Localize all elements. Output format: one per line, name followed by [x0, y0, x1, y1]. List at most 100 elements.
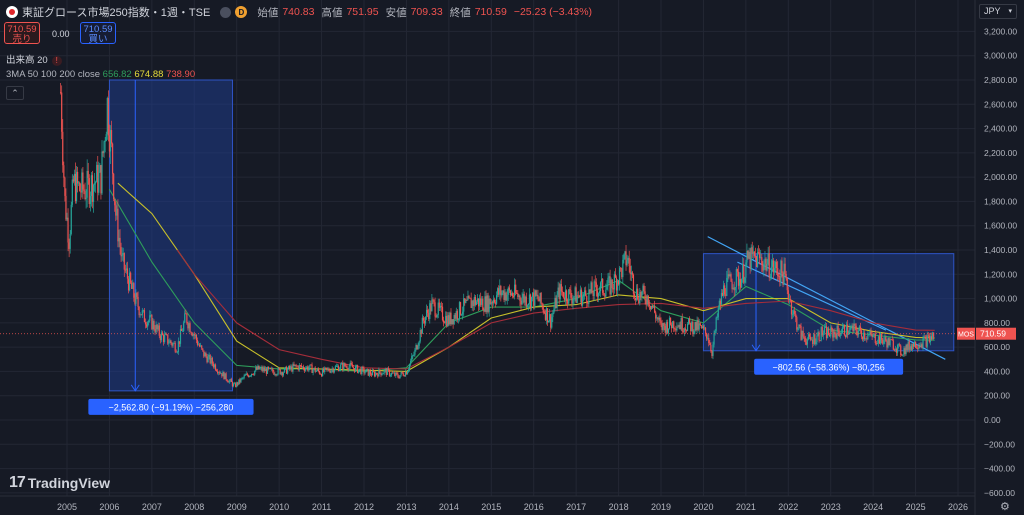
candle-body	[260, 367, 262, 369]
candle-body	[702, 326, 705, 329]
candle-body	[204, 353, 206, 357]
volume-indicator[interactable]: 出来高 20!	[6, 52, 62, 66]
candle-body	[447, 315, 449, 327]
candle-body	[599, 282, 602, 292]
candle-body	[854, 323, 856, 326]
candle-body	[718, 300, 720, 308]
measure-box[interactable]	[702, 253, 955, 352]
candle-body	[903, 348, 905, 355]
sell-label: 売り	[12, 34, 32, 45]
x-tick-label: 2013	[396, 502, 416, 512]
trendline[interactable]	[737, 261, 887, 331]
candle-body	[658, 317, 660, 320]
candle-body	[929, 336, 932, 342]
volume-label: 出来高 20	[6, 55, 48, 66]
chevron-up-icon[interactable]: ⌃	[6, 86, 24, 100]
candle-body	[466, 300, 468, 301]
candle-body	[411, 356, 413, 361]
candle-body	[524, 296, 526, 303]
error-icon[interactable]: !	[51, 56, 62, 66]
candle-body	[624, 251, 626, 255]
candle-body	[381, 374, 383, 376]
candle-body	[553, 309, 555, 314]
candle-body	[409, 364, 411, 370]
ma-indicator[interactable]: 3MA 50 100 200 close 656.82 674.88 738.9…	[6, 69, 195, 80]
candle-body	[482, 298, 484, 310]
candle-body	[534, 290, 536, 306]
price-axis[interactable]	[975, 0, 1024, 515]
candle-body	[863, 332, 865, 340]
candle-body	[91, 175, 94, 202]
candle-body	[295, 364, 297, 366]
candle-body	[245, 373, 247, 375]
candle-body	[574, 287, 576, 297]
x-tick-label: 2026	[948, 502, 968, 512]
candle-body	[859, 326, 862, 331]
candle-body	[850, 327, 852, 329]
candle-body	[328, 368, 330, 372]
candle-body	[366, 369, 368, 370]
candle-body	[358, 369, 360, 373]
candle-body	[188, 323, 190, 329]
candle-body	[564, 290, 567, 300]
candle-body	[400, 372, 402, 376]
measure-box[interactable]	[108, 79, 233, 392]
candle-body	[284, 366, 287, 369]
delayed-data-badge[interactable]: D	[235, 6, 248, 18]
candle-body	[197, 344, 200, 346]
candle-body	[492, 299, 495, 304]
candle-body	[100, 165, 102, 194]
candle-body	[282, 372, 284, 376]
candle-body	[337, 366, 340, 371]
candle-body	[475, 301, 478, 305]
candle-body	[319, 373, 322, 375]
market-status-icon[interactable]	[220, 6, 232, 18]
candle-body	[868, 334, 870, 336]
candle-body	[922, 338, 924, 348]
candle-body	[274, 374, 276, 376]
candle-body	[298, 365, 300, 370]
candle-body	[291, 366, 293, 372]
candle-body	[480, 298, 482, 305]
candle-body	[790, 300, 793, 315]
candle-body	[520, 300, 522, 305]
candle-body	[85, 197, 87, 200]
candle-body	[836, 325, 838, 339]
candle-body	[676, 326, 678, 331]
sell-button[interactable]: 710.59 売り	[4, 22, 40, 45]
candle-body	[782, 272, 784, 285]
candle-body	[490, 302, 492, 305]
x-tick-label: 2022	[778, 502, 798, 512]
currency-selector[interactable]: ▾ JPY	[979, 4, 1017, 19]
candle-body	[365, 369, 367, 373]
ma100-value: 674.88	[134, 69, 164, 80]
candle-body	[451, 319, 453, 325]
symbol-title[interactable]: 東証グロース市場250指数・1週・TSE	[22, 7, 211, 19]
tradingview-logo[interactable]: 17 TradingView	[9, 474, 110, 492]
x-tick-label: 2020	[693, 502, 713, 512]
candle-body	[77, 171, 79, 184]
candle-body	[375, 372, 377, 377]
candle-body	[664, 325, 666, 333]
candle-body	[547, 320, 550, 323]
candle-body	[620, 267, 622, 269]
candle-body	[214, 364, 217, 371]
candle-body	[383, 370, 385, 374]
candle-body	[878, 336, 881, 344]
candle-body	[168, 343, 170, 344]
settings-gear-icon[interactable]: ⚙	[1000, 501, 1010, 513]
candle-body	[446, 315, 448, 327]
candle-body	[884, 337, 886, 341]
candle-body	[893, 349, 895, 351]
japan-flag-icon	[6, 6, 18, 18]
candle-body	[104, 141, 106, 142]
candle-body	[203, 350, 205, 357]
candle-body	[425, 309, 428, 317]
candle-body	[833, 331, 835, 338]
candle-body	[571, 297, 573, 304]
candle-body	[452, 319, 454, 325]
buy-button[interactable]: 710.59 買い	[80, 22, 116, 45]
candle-body	[186, 313, 188, 324]
candle-body	[569, 289, 571, 291]
